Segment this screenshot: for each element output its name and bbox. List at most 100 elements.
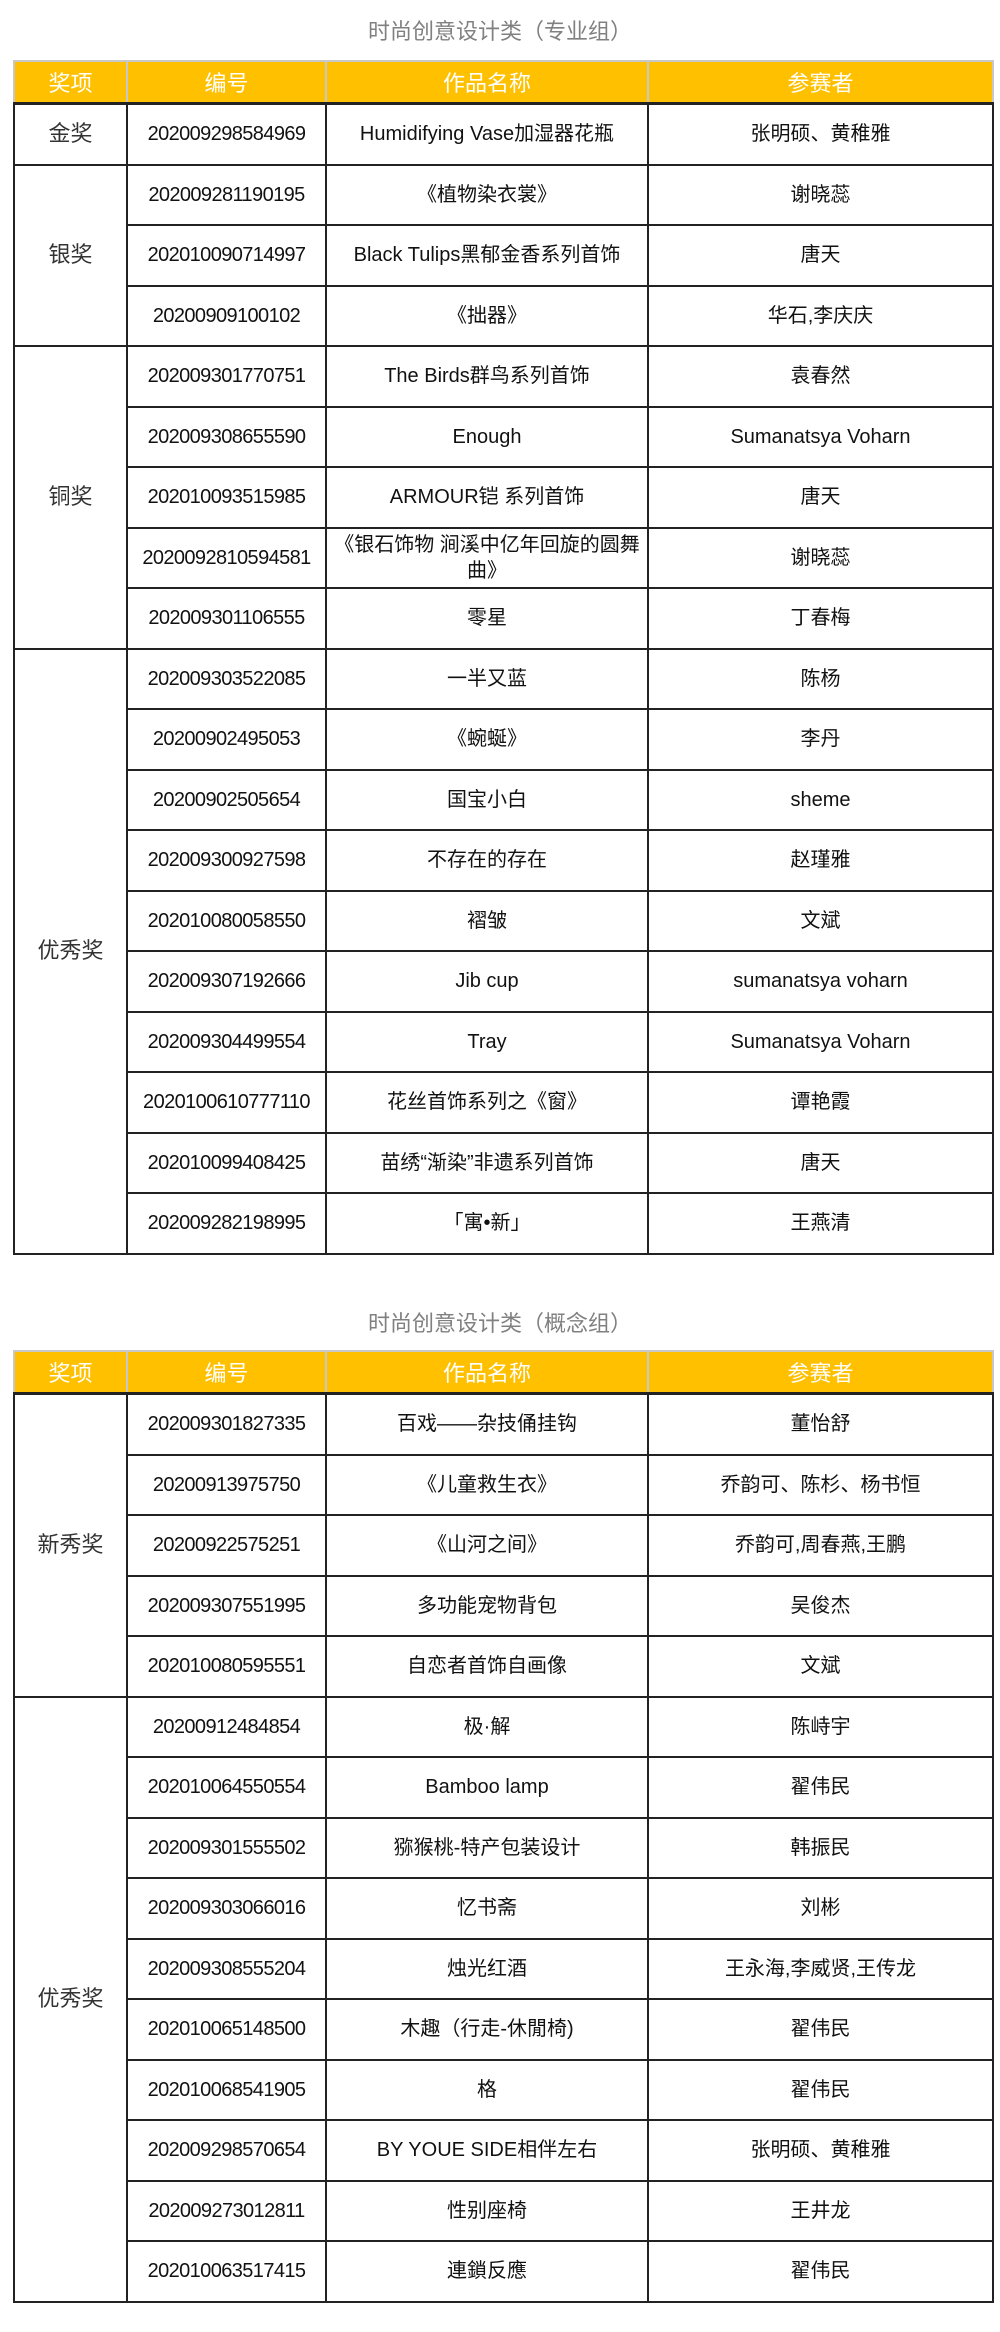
- id-cell: 202009273012811: [126, 2179, 327, 2242]
- work-cell: 猕猴桃-特产包装设计: [325, 1816, 649, 1879]
- id-cell: 202009308555204: [126, 1937, 327, 2000]
- entrant-cell: 唐天: [647, 224, 994, 287]
- work-cell: 《儿童救生衣》: [325, 1453, 649, 1516]
- table-row: 202009298570654 BY YOUE SIDE相伴左右 张明硕、黄稚雅: [14, 2119, 994, 2182]
- table-row: 202009304499554 Tray Sumanatsya Voharn: [14, 1010, 994, 1073]
- table-row: 202010080058550 褶皱 文斌: [14, 889, 994, 952]
- id-cell: 202009308655590: [126, 405, 327, 468]
- award-cell: 银奖: [13, 163, 128, 347]
- id-cell: 2020092810594581: [126, 526, 327, 589]
- work-cell: 《银石饰物 涧溪中亿年回旋的圆舞曲》: [325, 526, 649, 589]
- award-cell: 铜奖: [13, 345, 128, 650]
- work-cell: 連鎖反應: [325, 2240, 649, 2303]
- entrant-cell: 陈杨: [647, 647, 994, 710]
- entrant-cell: 刘彬: [647, 1877, 994, 1940]
- entrant-cell: 文斌: [647, 889, 994, 952]
- id-cell: 20200902495053: [126, 708, 327, 771]
- work-cell: 多功能宠物背包: [325, 1574, 649, 1637]
- work-cell: 花丝首饰系列之《窗》: [325, 1071, 649, 1134]
- entrant-cell: 吴俊杰: [647, 1574, 994, 1637]
- id-cell: 202010068541905: [126, 2058, 327, 2121]
- entrant-cell: 唐天: [647, 466, 994, 529]
- header-id: 编号: [126, 1350, 327, 1395]
- id-cell: 202010080058550: [126, 889, 327, 952]
- work-cell: ARMOUR铠 系列首饰: [325, 466, 649, 529]
- work-cell: 《拙器》: [325, 284, 649, 347]
- entrant-cell: 文斌: [647, 1635, 994, 1698]
- id-cell: 202009304499554: [126, 1010, 327, 1073]
- id-cell: 202010090714997: [126, 224, 327, 287]
- id-cell: 202009307551995: [126, 1574, 327, 1637]
- header-work: 作品名称: [325, 60, 649, 105]
- table-row: 202009282198995 「寓•新」 王燕清: [14, 1192, 994, 1255]
- table-row: 202010065148500 木趣（行走-休閒椅) 翟伟民: [14, 1998, 994, 2061]
- entrant-cell: 王燕清: [647, 1192, 994, 1255]
- work-cell: 烛光红酒: [325, 1937, 649, 2000]
- id-cell: 20200913975750: [126, 1453, 327, 1516]
- entrant-cell: 丁春梅: [647, 587, 994, 650]
- work-cell: 苗绣“渐染”非遗系列首饰: [325, 1131, 649, 1194]
- table-row: 优秀奖 202009303522085 一半又蓝 陈杨: [13, 647, 994, 1255]
- id-cell: 202009301770751: [126, 345, 327, 408]
- id-cell: 202009281190195: [126, 163, 327, 226]
- entrant-cell: 翟伟民: [647, 1998, 994, 2061]
- table-row: 20200913975750 《儿童救生衣》 乔韵可、陈杉、杨书恒: [14, 1453, 994, 1516]
- awards-table-concept: 奖项 编号 作品名称 参赛者 新秀奖 202009301827335 百戏——杂技俑挂钩 董怡…: [13, 1350, 994, 2303]
- id-cell: 202009282198995: [126, 1192, 327, 1255]
- table-row: 20200902505654 国宝小白 sheme: [14, 768, 994, 831]
- table-row: 202009301555502 猕猴桃-特产包装设计 韩振民: [14, 1816, 994, 1879]
- table-row: 新秀奖 202009301827335 百戏——杂技俑挂钩 董怡舒: [13, 1392, 994, 1698]
- table-row: 202009308655590 Enough Sumanatsya Voharn: [14, 405, 994, 468]
- table-row: 202009303066016 忆书斋 刘彬: [14, 1877, 994, 1940]
- id-cell: 202009298570654: [126, 2119, 327, 2182]
- entrant-cell: Sumanatsya Voharn: [647, 1010, 994, 1073]
- table-row: 优秀奖 20200912484854 极·解 陈峙宇: [13, 1695, 994, 2303]
- work-cell: 不存在的存在: [325, 829, 649, 892]
- header-work: 作品名称: [325, 1350, 649, 1395]
- work-cell: Tray: [325, 1010, 649, 1073]
- table-row: 铜奖 202009301770751 The Birds群鸟系列首饰 袁春然: [13, 345, 994, 650]
- id-cell: 20200912484854: [126, 1695, 327, 1758]
- table-row: 202009300927598 不存在的存在 赵瑾雅: [14, 829, 994, 892]
- work-cell: 忆书斋: [325, 1877, 649, 1940]
- table-row: 202009308555204 烛光红酒 王永海,李威贤,王传龙: [14, 1937, 994, 2000]
- work-cell: 《山河之间》: [325, 1514, 649, 1577]
- entrant-cell: 翟伟民: [647, 2240, 994, 2303]
- work-cell: Black Tulips黑郁金香系列首饰: [325, 224, 649, 287]
- work-cell: 自恋者首饰自画像: [325, 1635, 649, 1698]
- table-row: 2020100610777110 花丝首饰系列之《窗》 谭艳霞: [14, 1071, 994, 1134]
- entrant-cell: 乔韵可,周春燕,王鹏: [647, 1514, 994, 1577]
- id-cell: 20200902505654: [126, 768, 327, 831]
- entrant-cell: 张明硕、黄稚雅: [647, 102, 994, 166]
- work-cell: 国宝小白: [325, 768, 649, 831]
- table-row: 202009307551995 多功能宠物背包 吴俊杰: [14, 1574, 994, 1637]
- work-cell: BY YOUE SIDE相伴左右: [325, 2119, 649, 2182]
- entrant-cell: 华石,李庆庆: [647, 284, 994, 347]
- work-cell: 木趣（行走-休閒椅): [325, 1998, 649, 2061]
- header-award: 奖项: [13, 60, 128, 105]
- table-row: 202010099408425 苗绣“渐染”非遗系列首饰 唐天: [14, 1131, 994, 1194]
- id-cell: 202009301555502: [126, 1816, 327, 1879]
- table-row: 202010080595551 自恋者首饰自画像 文斌: [14, 1635, 994, 1698]
- header-entrant: 参赛者: [647, 1350, 994, 1395]
- id-cell: 202009303522085: [126, 647, 327, 710]
- award-cell: 优秀奖: [13, 1695, 128, 2303]
- header-id: 编号: [126, 60, 327, 105]
- awards-table-professional: 奖项 编号 作品名称 参赛者 金奖 202009298584969 Humidifying …: [13, 60, 994, 1255]
- work-cell: Humidifying Vase加湿器花瓶: [325, 102, 649, 166]
- table-row: 202010064550554 Bamboo lamp 翟伟民: [14, 1756, 994, 1819]
- work-cell: Jib cup: [325, 950, 649, 1013]
- entrant-cell: 王永海,李威贤,王传龙: [647, 1937, 994, 2000]
- work-cell: 《蜿蜒》: [325, 708, 649, 771]
- id-cell: 202009298584969: [126, 102, 327, 166]
- id-cell: 2020100610777110: [126, 1071, 327, 1134]
- entrant-cell: 乔韵可、陈杉、杨书恒: [647, 1453, 994, 1516]
- entrant-cell: 翟伟民: [647, 2058, 994, 2121]
- entrant-cell: 唐天: [647, 1131, 994, 1194]
- table-row: 20200902495053 《蜿蜒》 李丹: [14, 708, 994, 771]
- table-row: 银奖 202009281190195 《植物染衣裳》 谢晓蕊: [13, 163, 994, 347]
- id-cell: 202010063517415: [126, 2240, 327, 2303]
- work-cell: The Birds群鸟系列首饰: [325, 345, 649, 408]
- entrant-cell: 李丹: [647, 708, 994, 771]
- award-cell: 金奖: [13, 102, 128, 166]
